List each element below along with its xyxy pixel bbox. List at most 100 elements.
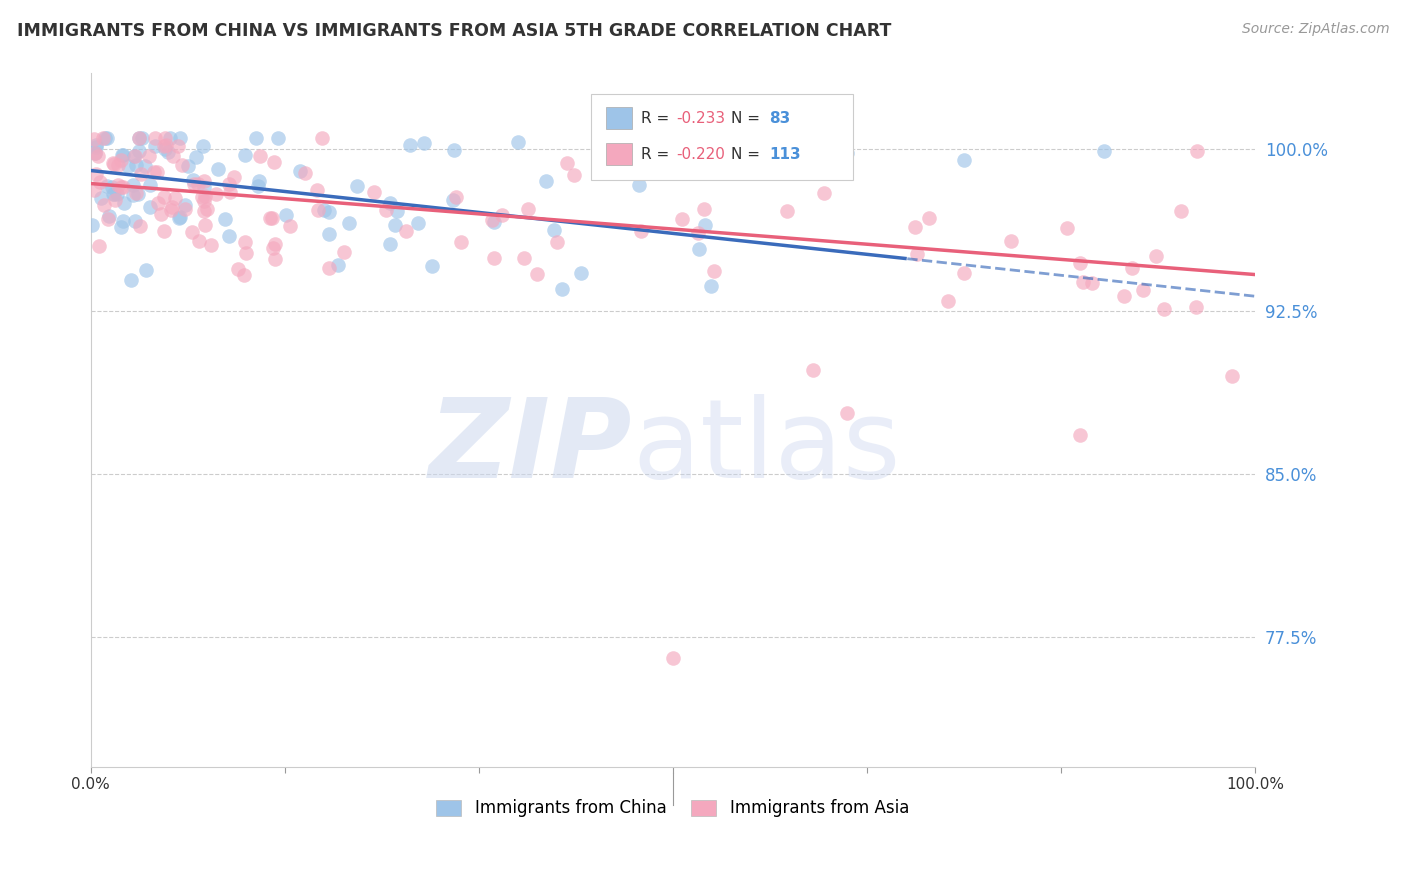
- Point: [131, 131, 153, 145]
- Point: [84, 137, 107, 152]
- Point: [155, 142, 177, 156]
- Point: [245, 131, 267, 145]
- Point: [813, 186, 835, 200]
- Point: [274, 209, 297, 223]
- Point: [631, 131, 654, 145]
- Point: [263, 237, 285, 252]
- Point: [195, 202, 218, 216]
- Point: [125, 158, 148, 172]
- Point: [337, 216, 360, 230]
- Point: [156, 145, 179, 159]
- Point: [294, 166, 316, 180]
- Point: [508, 135, 530, 149]
- Point: [441, 194, 464, 208]
- Point: [205, 186, 228, 201]
- Point: [103, 186, 125, 201]
- Point: [262, 241, 284, 255]
- Point: [181, 225, 204, 239]
- Point: [129, 168, 152, 182]
- Point: [193, 194, 215, 209]
- Point: [103, 156, 125, 170]
- Point: [193, 174, 215, 188]
- Legend: Immigrants from China, Immigrants from Asia: Immigrants from China, Immigrants from A…: [430, 793, 915, 824]
- Point: [110, 220, 132, 235]
- Point: [247, 179, 270, 194]
- Point: [526, 267, 548, 281]
- Point: [101, 180, 124, 194]
- Point: [380, 195, 402, 210]
- Point: [333, 244, 356, 259]
- Point: [181, 173, 204, 187]
- Point: [191, 190, 214, 204]
- Point: [150, 207, 173, 221]
- Point: [127, 186, 149, 201]
- Point: [1092, 144, 1115, 158]
- Point: [83, 183, 105, 197]
- Point: [96, 178, 118, 193]
- Point: [87, 149, 110, 163]
- Text: -0.220: -0.220: [676, 146, 725, 161]
- Point: [562, 168, 585, 182]
- Point: [218, 186, 240, 200]
- Point: [232, 268, 254, 283]
- Point: [259, 211, 281, 226]
- Bar: [606, 107, 633, 129]
- Point: [124, 214, 146, 228]
- Point: [128, 131, 150, 145]
- Point: [627, 178, 650, 193]
- Point: [516, 202, 538, 216]
- Point: [693, 219, 716, 233]
- Point: [162, 149, 184, 163]
- Point: [173, 202, 195, 216]
- Point: [222, 170, 245, 185]
- Point: [395, 224, 418, 238]
- Point: [536, 174, 558, 188]
- Point: [128, 131, 150, 145]
- Point: [96, 131, 118, 145]
- Point: [200, 238, 222, 252]
- Text: 113: 113: [769, 146, 801, 161]
- Point: [398, 137, 420, 152]
- Point: [105, 186, 128, 201]
- Point: [160, 200, 183, 214]
- Point: [262, 211, 284, 226]
- Point: [155, 138, 177, 153]
- Point: [380, 237, 402, 252]
- FancyBboxPatch shape: [592, 94, 853, 180]
- Point: [905, 247, 928, 261]
- Point: [186, 151, 208, 165]
- Point: [82, 218, 104, 232]
- Point: [699, 279, 721, 293]
- Point: [953, 153, 976, 167]
- Point: [104, 193, 127, 207]
- Point: [801, 363, 824, 377]
- Point: [1069, 256, 1091, 270]
- Point: [938, 293, 960, 308]
- Point: [384, 219, 406, 233]
- Point: [671, 211, 693, 226]
- Point: [129, 219, 152, 233]
- Point: [153, 131, 176, 145]
- Point: [1170, 203, 1192, 218]
- Text: IMMIGRANTS FROM CHINA VS IMMIGRANTS FROM ASIA 5TH GRADE CORRELATION CHART: IMMIGRANTS FROM CHINA VS IMMIGRANTS FROM…: [17, 22, 891, 40]
- Point: [305, 184, 328, 198]
- Point: [443, 143, 465, 157]
- Point: [218, 177, 240, 191]
- Point: [93, 131, 115, 145]
- Point: [143, 165, 166, 179]
- Point: [176, 159, 198, 173]
- Point: [630, 224, 652, 238]
- Point: [1000, 234, 1022, 248]
- Point: [1069, 428, 1091, 442]
- Point: [953, 266, 976, 280]
- Point: [107, 178, 129, 192]
- Point: [233, 148, 256, 162]
- Point: [93, 131, 115, 145]
- Point: [385, 203, 408, 218]
- Point: [555, 156, 578, 170]
- Point: [84, 146, 107, 161]
- Point: [139, 200, 162, 214]
- Point: [546, 235, 568, 250]
- Point: [693, 202, 716, 217]
- Point: [1153, 301, 1175, 316]
